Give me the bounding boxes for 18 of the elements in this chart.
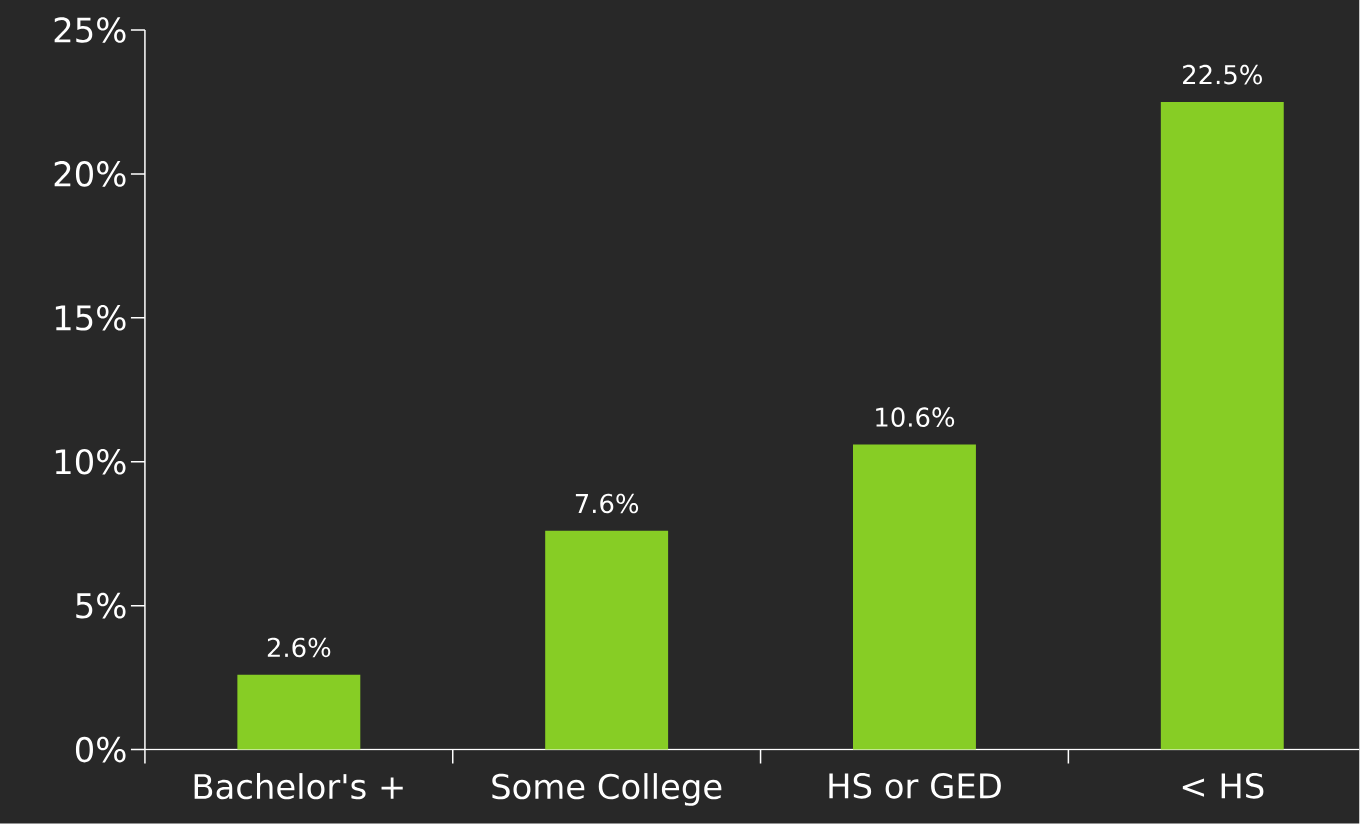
data-label: 22.5% — [1183, 65, 1262, 85]
y-tick-label: 20% — [54, 161, 126, 187]
data-label: 7.6% — [575, 493, 639, 514]
bar — [853, 444, 976, 750]
y-tick-label: 10% — [55, 449, 126, 475]
data-label: 10.6% — [876, 407, 955, 428]
x-tick-label: Some College — [492, 773, 722, 807]
bar — [545, 531, 669, 750]
x-tick-label: Bachelor's + — [194, 773, 403, 800]
y-tick-label: 15% — [55, 305, 126, 331]
y-tick-label: 25% — [54, 17, 126, 44]
bar — [1160, 102, 1284, 750]
x-tick-label: HS or GED — [829, 773, 1001, 799]
y-tick-label: 5% — [76, 593, 126, 619]
bar — [237, 674, 361, 750]
y-tick-label: 0% — [75, 737, 126, 763]
x-tick-label: < HS — [1182, 773, 1264, 799]
data-label: 2.6% — [267, 637, 331, 658]
